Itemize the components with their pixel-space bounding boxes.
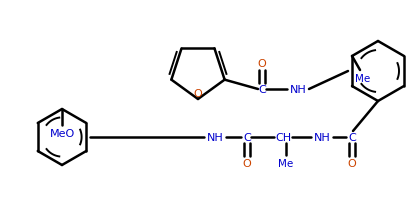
Text: Me: Me (355, 74, 371, 84)
Text: CH: CH (275, 132, 291, 142)
Text: O: O (258, 59, 266, 69)
Text: NH: NH (290, 85, 306, 94)
Text: C: C (348, 132, 356, 142)
Text: O: O (243, 158, 251, 168)
Text: O: O (194, 89, 202, 99)
Text: C: C (258, 85, 266, 94)
Text: NH: NH (314, 132, 330, 142)
Text: NH: NH (207, 132, 223, 142)
Text: Me: Me (278, 158, 294, 168)
Text: C: C (243, 132, 251, 142)
Text: MeO: MeO (49, 128, 75, 138)
Text: O: O (348, 158, 357, 168)
